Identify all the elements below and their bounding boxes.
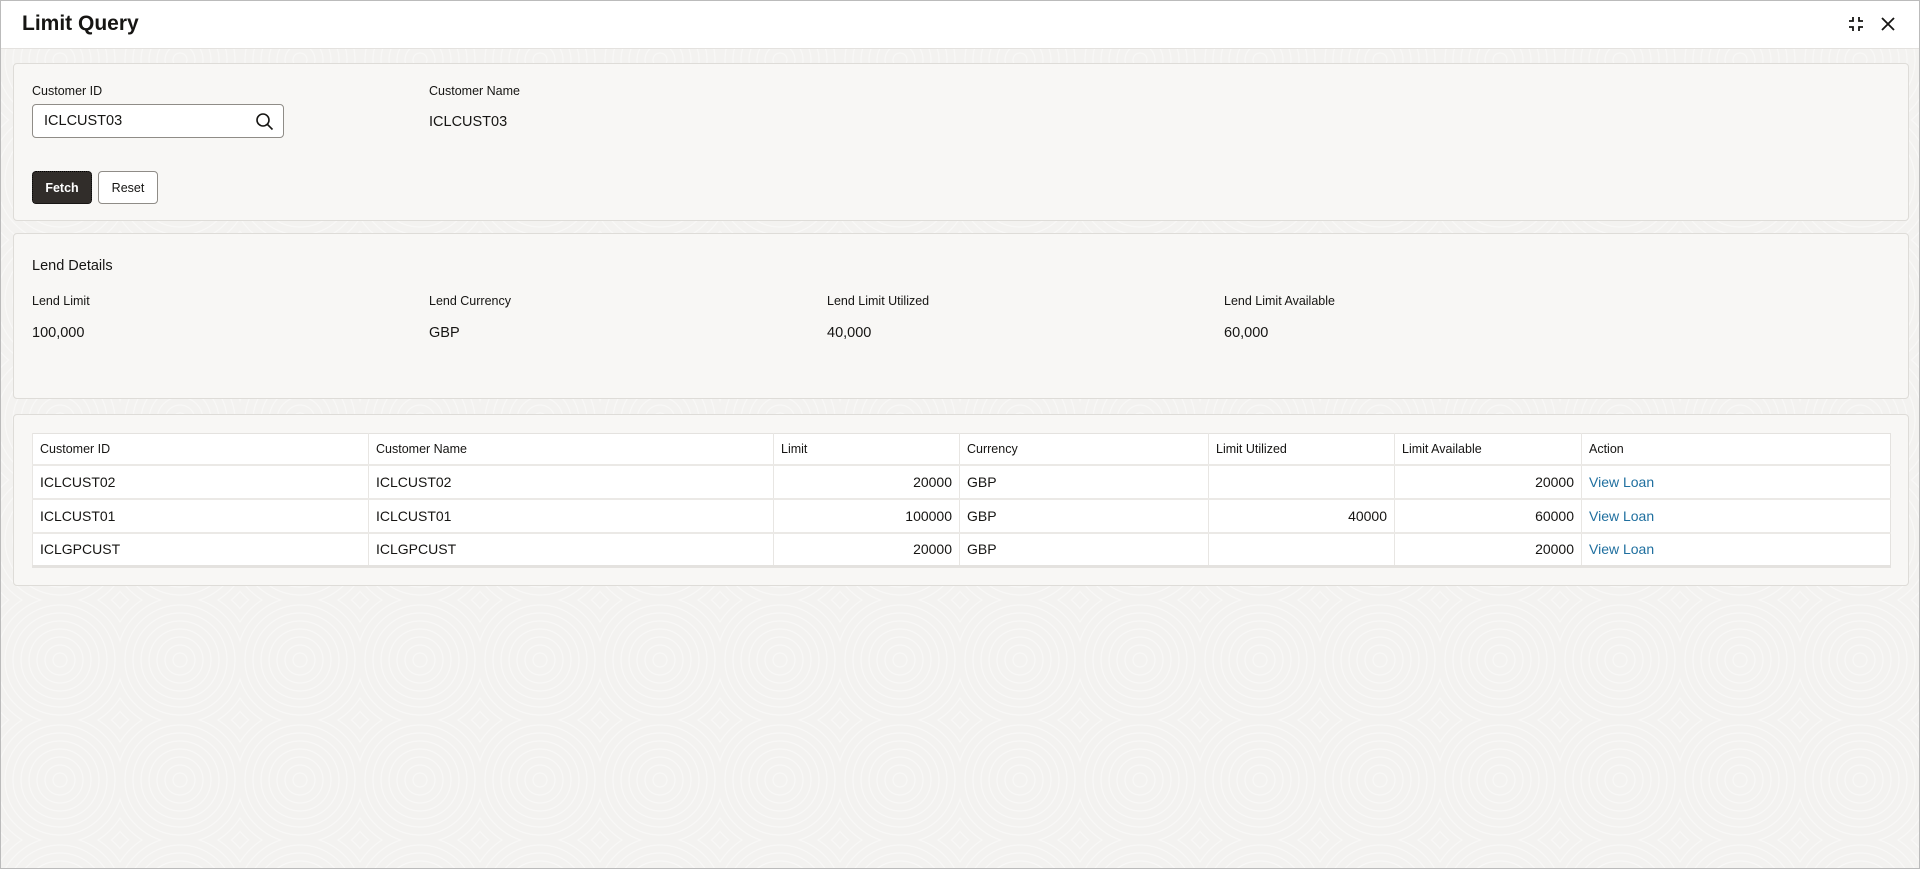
cell-customer-name: ICLCUST01	[368, 498, 774, 534]
cell-action: View Loan	[1581, 532, 1891, 568]
view-loan-link[interactable]: View Loan	[1589, 507, 1655, 524]
lend-currency-value: GBP	[429, 325, 460, 341]
results-panel: Customer ID Customer Name Limit Currency…	[13, 414, 1909, 586]
customer-name-value: ICLCUST03	[429, 114, 508, 130]
customer-id-field[interactable]	[32, 104, 284, 138]
close-icon[interactable]	[1877, 13, 1899, 35]
lend-limit-utilized-label: Lend Limit Utilized	[827, 294, 930, 308]
lend-details-title: Lend Details	[32, 258, 113, 274]
column-header-action: Action	[1581, 433, 1891, 466]
column-header-limit-available[interactable]: Limit Available	[1394, 433, 1582, 466]
collapse-icon[interactable]	[1845, 13, 1867, 35]
cell-currency: GBP	[959, 464, 1209, 500]
customer-name-label: Customer Name	[429, 84, 520, 98]
column-header-currency[interactable]: Currency	[959, 433, 1209, 466]
table-row: ICLCUST01 ICLCUST01 100000 GBP 40000 600…	[32, 498, 1891, 534]
cell-limit-available: 20000	[1394, 464, 1582, 500]
cell-limit-utilized: 40000	[1208, 498, 1395, 534]
limits-table: Customer ID Customer Name Limit Currency…	[32, 433, 1891, 568]
cell-limit: 20000	[773, 464, 960, 500]
lend-currency-label: Lend Currency	[429, 294, 511, 308]
cell-limit-utilized	[1208, 532, 1395, 568]
cell-currency: GBP	[959, 532, 1209, 568]
lend-limit-label: Lend Limit	[32, 294, 90, 308]
table-row: ICLGPCUST ICLGPCUST 20000 GBP 20000 View…	[32, 532, 1891, 568]
column-header-limit[interactable]: Limit	[773, 433, 960, 466]
search-panel: Customer ID Customer Name ICLCUST03 Fetc…	[13, 63, 1909, 221]
customer-id-label: Customer ID	[32, 84, 103, 98]
cell-limit-available: 20000	[1394, 532, 1582, 568]
lend-limit-available-value: 60,000	[1224, 325, 1269, 341]
view-loan-link[interactable]: View Loan	[1589, 541, 1655, 558]
page-title: Limit Query	[22, 12, 139, 35]
reset-button[interactable]: Reset	[98, 171, 158, 204]
cell-action: View Loan	[1581, 498, 1891, 534]
cell-limit-available: 60000	[1394, 498, 1582, 534]
cell-limit: 100000	[773, 498, 960, 534]
lend-limit-value: 100,000	[32, 325, 85, 341]
cell-limit-utilized	[1208, 464, 1395, 500]
cell-currency: GBP	[959, 498, 1209, 534]
column-header-customer-id[interactable]: Customer ID	[32, 433, 369, 466]
column-header-limit-utilized[interactable]: Limit Utilized	[1208, 433, 1395, 466]
table-row: ICLCUST02 ICLCUST02 20000 GBP 20000 View…	[32, 464, 1891, 500]
cell-customer-id: ICLCUST01	[32, 498, 369, 534]
header: Limit Query	[1, 1, 1919, 49]
view-loan-link[interactable]: View Loan	[1589, 473, 1655, 490]
column-header-customer-name[interactable]: Customer Name	[368, 433, 774, 466]
cell-customer-name: ICLGPCUST	[368, 532, 774, 568]
cell-limit: 20000	[773, 532, 960, 568]
fetch-button[interactable]: Fetch	[32, 171, 92, 204]
cell-customer-name: ICLCUST02	[368, 464, 774, 500]
cell-customer-id: ICLGPCUST	[32, 532, 369, 568]
lend-details-panel: Lend Details Lend Limit 100,000 Lend Cur…	[13, 233, 1909, 399]
lend-limit-utilized-value: 40,000	[827, 325, 872, 341]
cell-customer-id: ICLCUST02	[32, 464, 369, 500]
table-header-row: Customer ID Customer Name Limit Currency…	[32, 433, 1891, 466]
lend-limit-available-label: Lend Limit Available	[1224, 294, 1335, 308]
cell-action: View Loan	[1581, 464, 1891, 500]
customer-id-input[interactable]	[44, 113, 244, 129]
search-icon[interactable]	[255, 112, 275, 132]
